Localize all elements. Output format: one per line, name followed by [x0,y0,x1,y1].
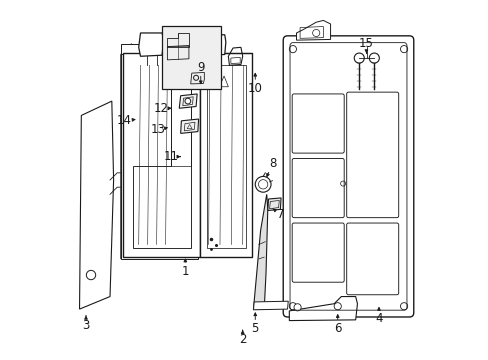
Text: 14: 14 [117,114,132,127]
Circle shape [400,303,407,310]
Polygon shape [121,44,198,54]
Text: 9: 9 [197,60,204,73]
Circle shape [86,270,96,280]
Bar [162,26,221,89]
Circle shape [289,303,296,310]
Text: 5: 5 [251,322,259,335]
Polygon shape [289,297,357,320]
Circle shape [255,176,270,192]
Text: 10: 10 [247,82,262,95]
Circle shape [353,53,364,63]
Polygon shape [122,53,199,257]
Circle shape [312,30,319,37]
Text: 3: 3 [82,319,89,332]
Polygon shape [199,53,251,257]
Circle shape [184,98,190,104]
Circle shape [400,45,407,53]
Polygon shape [139,33,163,56]
Polygon shape [179,94,197,108]
Circle shape [340,181,345,186]
FancyBboxPatch shape [283,36,413,317]
Circle shape [289,45,296,53]
Polygon shape [296,21,330,40]
Text: 15: 15 [358,37,373,50]
Polygon shape [267,198,281,211]
Text: 8: 8 [268,157,276,170]
Text: 11: 11 [163,150,178,163]
Polygon shape [121,44,131,259]
Polygon shape [253,301,287,310]
Circle shape [368,53,379,63]
Text: 6: 6 [333,322,341,335]
Circle shape [333,303,341,310]
Text: 7: 7 [276,208,284,221]
Polygon shape [180,119,198,134]
Text: 12: 12 [153,102,168,115]
Polygon shape [121,54,198,259]
Text: 1: 1 [181,265,189,278]
Text: 2: 2 [239,333,246,346]
Circle shape [293,304,301,311]
Polygon shape [253,194,267,309]
Text: 13: 13 [150,123,165,136]
Polygon shape [203,35,225,55]
Polygon shape [80,101,113,309]
Text: 4: 4 [374,311,382,325]
